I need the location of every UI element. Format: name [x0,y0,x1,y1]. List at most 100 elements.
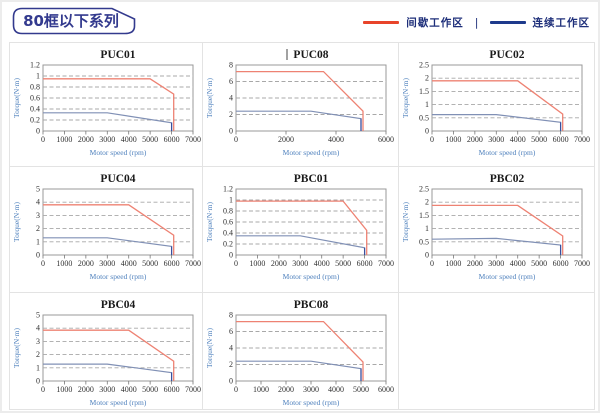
y-tick-label: 3 [36,337,40,346]
x-tick-label: 1000 [56,135,72,144]
chart-title: PUC08 [293,49,328,61]
x-tick-label: 7000 [378,259,394,268]
x-tick-label: 2000 [78,259,94,268]
x-tick-label: 4000 [314,259,330,268]
continuous-line [431,237,562,255]
y-tick-label: 1.5 [419,211,429,220]
y-tick-label: 5 [36,311,40,320]
x-tick-label: 0 [234,259,238,268]
x-tick-label: 6000 [164,259,180,268]
y-tick-label: 6 [229,77,233,86]
x-axis-label: Motor speed (rpm) [479,272,536,281]
x-tick-label: 0 [430,259,434,268]
chart-PBC08: PBC08 0 2 4 6 8 0 1000 2000 3000 4000 5000 6000 Motor… [205,299,394,407]
y-tick-label: 4 [229,344,233,353]
chart-cell-PUC02: PUC02 0 0.5 1 1.5 2 2.5 0 1000 2000 3000 4000 5000 60… [399,43,595,167]
x-tick-label: 6000 [378,135,394,144]
x-tick-label: 0 [430,135,434,144]
y-tick-label: 0.4 [30,105,40,114]
y-tick-label: 0.4 [223,229,233,238]
x-tick-label: 3000 [99,135,115,144]
intermittent-line [236,70,364,131]
x-tick-label: 6000 [553,135,569,144]
y-tick-label: 4 [36,198,40,207]
y-tick-label: 0.5 [419,237,429,246]
y-tick-label: 2 [425,74,429,83]
y-tick-label: 2 [36,224,40,233]
y-tick-label: 0.2 [30,116,40,125]
chart-cell-PUC04: PUC04 0 1 2 3 4 5 0 1000 2000 3000 4000 5000 6000 7000… [10,167,203,293]
x-tick-label: 3000 [99,385,115,394]
x-tick-label: 3000 [488,135,504,144]
y-tick-label: 6 [229,327,233,336]
continuous-line [236,235,366,255]
continuous-line [43,237,173,255]
continuous-line [43,112,173,131]
x-tick-label: 2000 [467,135,483,144]
chart-title: PBC01 [294,173,329,185]
chart-cell-PUC08: PUC08 0 2 4 6 8 0 2000 4000 6000 Motor speed (rpm)… [203,43,399,167]
chart-PUC01: PUC01 0 0.2 0.4 0.6 0.8 1 1.2 0 1000 2000 3000 4000 5… [12,49,201,157]
y-tick-label: 1.2 [30,61,40,70]
intermittent-line [43,78,175,131]
x-tick-label: 6000 [164,385,180,394]
chart-PUC02: PUC02 0 0.5 1 1.5 2 2.5 0 1000 2000 3000 4000 5000 60… [401,49,590,157]
x-tick-label: 2000 [271,259,287,268]
legend-label-continuous: 连续工作区 [532,17,590,29]
y-tick-label: 0 [229,377,233,386]
y-tick-label: 8 [229,61,233,70]
y-tick-label: 2 [36,350,40,359]
x-tick-label: 7000 [185,385,201,394]
continuous-line [43,363,173,381]
y-axis-label: Torque(N·m) [12,78,21,118]
y-tick-label: 0 [425,127,429,136]
x-tick-label: 2000 [278,385,294,394]
chart-grid: PUC01 0 0.2 0.4 0.6 0.8 1 1.2 0 1000 2000 3000 4000 5… [9,42,595,410]
x-tick-label: 1000 [249,259,265,268]
y-tick-label: 2 [229,360,233,369]
chart-cell-PBC01: PBC01 0 0.2 0.4 0.6 0.8 1 1.2 0 1000 2000 3000 4000 5… [203,167,399,293]
x-axis-label: Motor speed (rpm) [283,398,340,407]
x-tick-label: 3000 [488,259,504,268]
y-tick-label: 0.6 [223,218,233,227]
x-axis-label: Motor speed (rpm) [479,148,536,157]
x-tick-label: 2000 [467,259,483,268]
x-tick-label: 0 [41,259,45,268]
x-tick-label: 5000 [531,135,547,144]
y-tick-label: 0.8 [223,207,233,216]
intermittent-line [236,200,368,255]
chart-title: PUC02 [489,49,524,61]
chart-PUC04: PUC04 0 1 2 3 4 5 0 1000 2000 3000 4000 5000 6000 7000… [12,173,201,281]
chart-title: PUC04 [100,173,135,185]
x-tick-label: 4000 [510,259,526,268]
x-tick-label: 6000 [553,259,569,268]
x-tick-label: 2000 [78,135,94,144]
y-tick-label: 1 [36,237,40,246]
y-tick-label: 1 [425,100,429,109]
y-tick-label: 2.5 [419,185,429,194]
x-tick-label: 7000 [574,135,590,144]
y-tick-label: 4 [36,324,40,333]
x-tick-label: 5000 [353,385,369,394]
y-tick-label: 1 [229,196,233,205]
empty-cell [399,293,595,410]
chart-PBC02: PBC02 0 0.5 1 1.5 2 2.5 0 1000 2000 3000 4000 5000 60… [401,173,590,281]
x-tick-label: 1000 [56,259,72,268]
x-tick-label: 5000 [142,259,158,268]
y-axis-label: Torque(N·m) [205,202,214,242]
intermittent-line [236,320,364,381]
x-tick-label: 7000 [574,259,590,268]
header: 80框以下系列 间歇工作区 | 连续工作区 [2,2,598,42]
x-tick-label: 1000 [253,385,269,394]
y-axis-label: Torque(N·m) [205,328,214,368]
y-tick-label: 0 [36,377,40,386]
chart-PBC01: PBC01 0 0.2 0.4 0.6 0.8 1 1.2 0 1000 2000 3000 4000 5… [205,173,394,281]
x-tick-label: 4000 [328,135,344,144]
x-tick-label: 6000 [378,385,394,394]
x-tick-label: 0 [41,385,45,394]
chart-title: PBC02 [490,173,525,185]
y-tick-label: 0 [36,127,40,136]
y-tick-label: 0 [229,127,233,136]
chart-cell-PBC02: PBC02 0 0.5 1 1.5 2 2.5 0 1000 2000 3000 4000 5000 60… [399,167,595,293]
